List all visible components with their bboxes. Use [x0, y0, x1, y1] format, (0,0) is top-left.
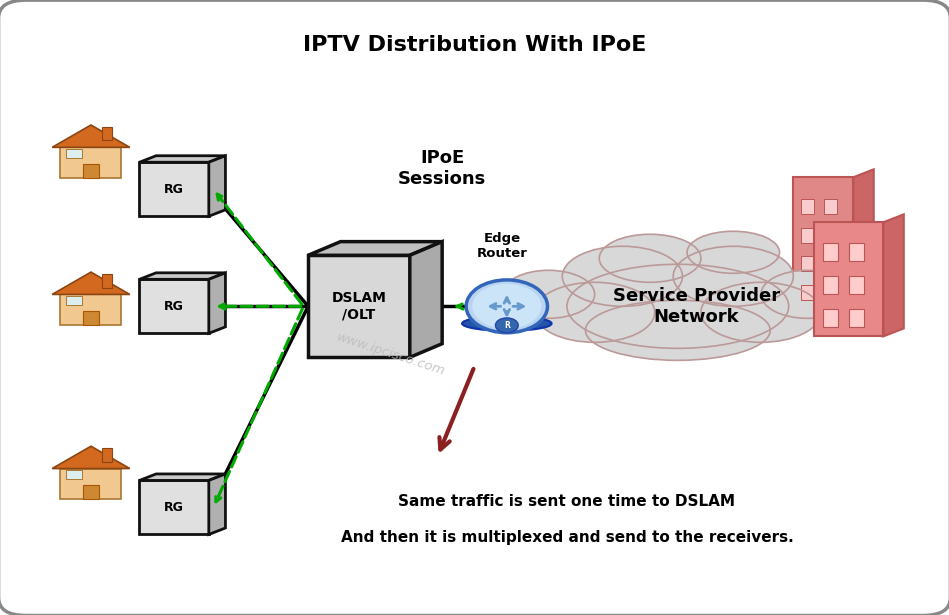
FancyBboxPatch shape	[801, 256, 813, 271]
FancyBboxPatch shape	[801, 285, 813, 300]
FancyBboxPatch shape	[140, 279, 209, 333]
Ellipse shape	[534, 282, 655, 343]
Text: R: R	[504, 321, 510, 330]
Text: DSLAM
/OLT: DSLAM /OLT	[331, 292, 386, 322]
Ellipse shape	[586, 300, 771, 360]
Text: IPTV Distribution With IPoE: IPTV Distribution With IPoE	[303, 35, 646, 55]
Polygon shape	[853, 169, 874, 309]
Polygon shape	[410, 242, 442, 357]
FancyBboxPatch shape	[66, 296, 82, 305]
FancyBboxPatch shape	[308, 255, 410, 357]
Circle shape	[466, 280, 548, 333]
Polygon shape	[884, 215, 903, 336]
Polygon shape	[209, 156, 226, 216]
Ellipse shape	[462, 316, 551, 331]
Text: Same traffic is sent one time to DSLAM: Same traffic is sent one time to DSLAM	[399, 494, 735, 509]
FancyBboxPatch shape	[824, 228, 837, 243]
FancyBboxPatch shape	[824, 199, 837, 214]
Polygon shape	[209, 273, 226, 333]
FancyBboxPatch shape	[824, 256, 837, 271]
FancyBboxPatch shape	[61, 469, 121, 499]
Ellipse shape	[502, 271, 595, 319]
FancyBboxPatch shape	[849, 309, 864, 327]
FancyBboxPatch shape	[140, 480, 209, 534]
Text: RG: RG	[164, 183, 184, 196]
Circle shape	[495, 318, 518, 333]
FancyBboxPatch shape	[824, 276, 838, 295]
Text: RG: RG	[164, 300, 184, 313]
Polygon shape	[140, 156, 226, 162]
Text: IPoE
Sessions: IPoE Sessions	[398, 149, 486, 188]
FancyBboxPatch shape	[102, 274, 112, 288]
FancyBboxPatch shape	[849, 244, 864, 261]
Circle shape	[473, 284, 542, 329]
Text: Service Provider
Network: Service Provider Network	[613, 287, 780, 326]
FancyBboxPatch shape	[66, 149, 82, 158]
FancyBboxPatch shape	[824, 285, 837, 300]
FancyBboxPatch shape	[66, 470, 82, 479]
FancyBboxPatch shape	[824, 309, 838, 327]
FancyBboxPatch shape	[824, 244, 838, 261]
FancyBboxPatch shape	[793, 177, 853, 309]
Polygon shape	[52, 272, 130, 295]
Text: And then it is multiplexed and send to the receivers.: And then it is multiplexed and send to t…	[341, 530, 793, 545]
Ellipse shape	[687, 231, 779, 273]
Ellipse shape	[701, 282, 821, 343]
Polygon shape	[140, 474, 226, 480]
Ellipse shape	[599, 234, 701, 282]
Polygon shape	[52, 446, 130, 469]
FancyBboxPatch shape	[102, 448, 112, 462]
FancyBboxPatch shape	[84, 164, 99, 178]
Polygon shape	[308, 242, 442, 255]
FancyBboxPatch shape	[140, 162, 209, 216]
FancyBboxPatch shape	[801, 228, 813, 243]
Ellipse shape	[567, 264, 789, 348]
Polygon shape	[52, 125, 130, 148]
Polygon shape	[209, 474, 226, 534]
FancyBboxPatch shape	[102, 127, 112, 140]
Ellipse shape	[761, 271, 853, 319]
Text: Edge
Router: Edge Router	[476, 232, 528, 260]
FancyBboxPatch shape	[61, 148, 121, 178]
FancyBboxPatch shape	[849, 276, 864, 295]
FancyBboxPatch shape	[84, 311, 99, 325]
FancyBboxPatch shape	[84, 485, 99, 499]
Text: www.ipcisco.com: www.ipcisco.com	[335, 331, 447, 378]
Ellipse shape	[563, 246, 682, 306]
FancyBboxPatch shape	[801, 199, 813, 214]
FancyBboxPatch shape	[814, 222, 884, 336]
FancyBboxPatch shape	[61, 295, 121, 325]
Polygon shape	[140, 273, 226, 279]
Text: RG: RG	[164, 501, 184, 514]
Ellipse shape	[673, 246, 793, 306]
